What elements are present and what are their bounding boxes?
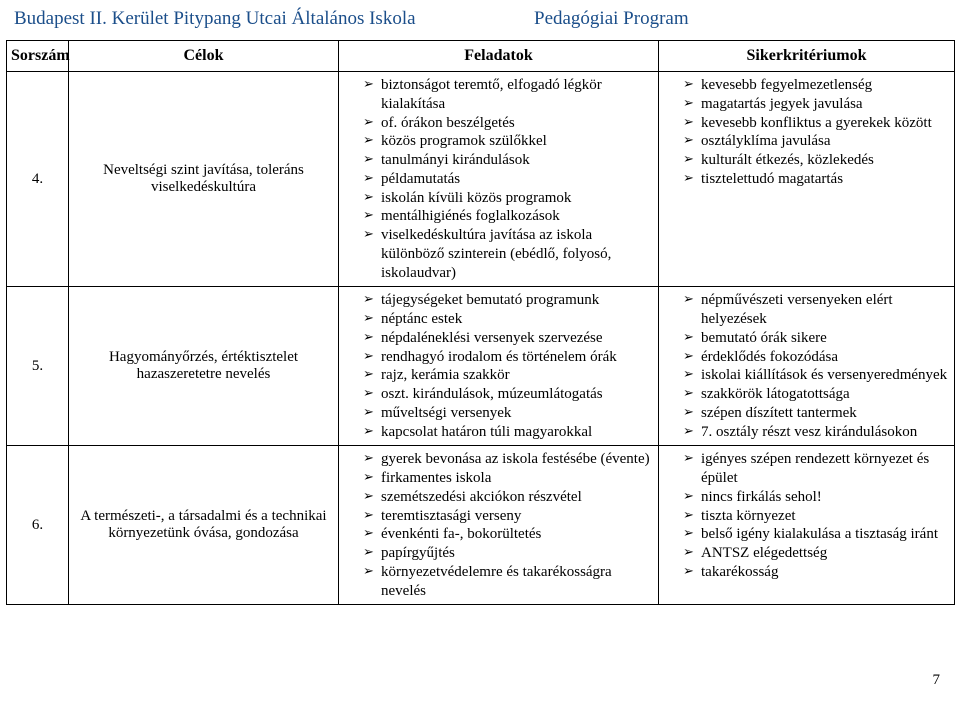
list-item: kevesebb konfliktus a gyerekek között bbox=[683, 114, 948, 133]
list-item: szépen díszített tantermek bbox=[683, 404, 948, 423]
list-item: gyerek bevonása az iskola festésébe (éve… bbox=[363, 450, 652, 469]
criteria-list: kevesebb fegyelmezetlenség magatartás je… bbox=[665, 76, 948, 189]
list-item: népdaléneklési versenyek szervezése bbox=[363, 329, 652, 348]
list-item: nincs firkálás sehol! bbox=[683, 488, 948, 507]
tasks-list: tájegységeket bemutató programunk néptán… bbox=[345, 291, 652, 441]
list-item: bemutató órák sikere bbox=[683, 329, 948, 348]
list-item: érdeklődés fokozódása bbox=[683, 348, 948, 367]
row-tasks: tájegységeket bemutató programunk néptán… bbox=[339, 287, 659, 446]
list-item: oszt. kirándulások, múzeumlátogatás bbox=[363, 385, 652, 404]
row-criteria: népművészeti versenyeken elért helyezése… bbox=[659, 287, 955, 446]
row-criteria: kevesebb fegyelmezetlenség magatartás je… bbox=[659, 72, 955, 287]
row-goal: Neveltségi szint javítása, toleráns vise… bbox=[69, 72, 339, 287]
header-left: Budapest II. Kerület Pitypang Utcai Álta… bbox=[14, 8, 416, 30]
table-row: 6. A természeti-, a társadalmi és a tech… bbox=[7, 446, 955, 605]
list-item: közös programok szülőkkel bbox=[363, 132, 652, 151]
row-tasks: gyerek bevonása az iskola festésébe (éve… bbox=[339, 446, 659, 605]
table-header-row: Sorszám Célok Feladatok Sikerkritériumok bbox=[7, 41, 955, 72]
row-num: 5. bbox=[7, 287, 69, 446]
list-item: népművészeti versenyeken elért helyezése… bbox=[683, 291, 948, 329]
list-item: műveltségi versenyek bbox=[363, 404, 652, 423]
header-right: Pedagógiai Program bbox=[534, 8, 689, 30]
list-item: tiszta környezet bbox=[683, 507, 948, 526]
list-item: biztonságot teremtő, elfogadó légkör kia… bbox=[363, 76, 652, 114]
list-item: belső igény kialakulása a tisztaság irán… bbox=[683, 525, 948, 544]
list-item: kevesebb fegyelmezetlenség bbox=[683, 76, 948, 95]
list-item: néptánc estek bbox=[363, 310, 652, 329]
row-goal: A természeti-, a társadalmi és a technik… bbox=[69, 446, 339, 605]
list-item: iskolán kívüli közös programok bbox=[363, 189, 652, 208]
list-item: 7. osztály részt vesz kirándulásokon bbox=[683, 423, 948, 442]
list-item: viselkedéskultúra javítása az iskola kül… bbox=[363, 226, 652, 282]
list-item: igényes szépen rendezett környezet és ép… bbox=[683, 450, 948, 488]
col-header-sorszam: Sorszám bbox=[7, 41, 69, 72]
col-header-feladatok: Feladatok bbox=[339, 41, 659, 72]
table-row: 5. Hagyományőrzés, értéktisztelet hazasz… bbox=[7, 287, 955, 446]
list-item: környezetvédelemre és takarékosságra nev… bbox=[363, 563, 652, 601]
list-item: osztályklíma javulása bbox=[683, 132, 948, 151]
tasks-list: gyerek bevonása az iskola festésébe (éve… bbox=[345, 450, 652, 600]
row-num: 4. bbox=[7, 72, 69, 287]
list-item: tanulmányi kirándulások bbox=[363, 151, 652, 170]
criteria-list: igényes szépen rendezett környezet és ép… bbox=[665, 450, 948, 581]
list-item: rajz, kerámia szakkör bbox=[363, 366, 652, 385]
list-item: tisztelettudó magatartás bbox=[683, 170, 948, 189]
row-tasks: biztonságot teremtő, elfogadó légkör kia… bbox=[339, 72, 659, 287]
list-item: tájegységeket bemutató programunk bbox=[363, 291, 652, 310]
tasks-list: biztonságot teremtő, elfogadó légkör kia… bbox=[345, 76, 652, 282]
list-item: teremtisztasági verseny bbox=[363, 507, 652, 526]
col-header-celok: Célok bbox=[69, 41, 339, 72]
main-table-wrap: Sorszám Célok Feladatok Sikerkritériumok… bbox=[6, 40, 954, 605]
list-item: kulturált étkezés, közlekedés bbox=[683, 151, 948, 170]
row-goal: Hagyományőrzés, értéktisztelet hazaszere… bbox=[69, 287, 339, 446]
list-item: takarékosság bbox=[683, 563, 948, 582]
list-item: mentálhigiénés foglalkozások bbox=[363, 207, 652, 226]
list-item: ANTSZ elégedettség bbox=[683, 544, 948, 563]
list-item: szemétszedési akciókon részvétel bbox=[363, 488, 652, 507]
list-item: szakkörök látogatottsága bbox=[683, 385, 948, 404]
list-item: of. órákon beszélgetés bbox=[363, 114, 652, 133]
list-item: firkamentes iskola bbox=[363, 469, 652, 488]
criteria-list: népművészeti versenyeken elért helyezése… bbox=[665, 291, 948, 441]
page-number: 7 bbox=[933, 672, 941, 689]
list-item: évenkénti fa-, bokorültetés bbox=[363, 525, 652, 544]
row-num: 6. bbox=[7, 446, 69, 605]
list-item: rendhagyó irodalom és történelem órák bbox=[363, 348, 652, 367]
col-header-sikerkriteriumok: Sikerkritériumok bbox=[659, 41, 955, 72]
list-item: kapcsolat határon túli magyarokkal bbox=[363, 423, 652, 442]
list-item: iskolai kiállítások és versenyeredmények bbox=[683, 366, 948, 385]
list-item: magatartás jegyek javulása bbox=[683, 95, 948, 114]
table-row: 4. Neveltségi szint javítása, toleráns v… bbox=[7, 72, 955, 287]
list-item: papírgyűjtés bbox=[363, 544, 652, 563]
list-item: példamutatás bbox=[363, 170, 652, 189]
row-criteria: igényes szépen rendezett környezet és ép… bbox=[659, 446, 955, 605]
main-table: Sorszám Célok Feladatok Sikerkritériumok… bbox=[6, 40, 955, 605]
